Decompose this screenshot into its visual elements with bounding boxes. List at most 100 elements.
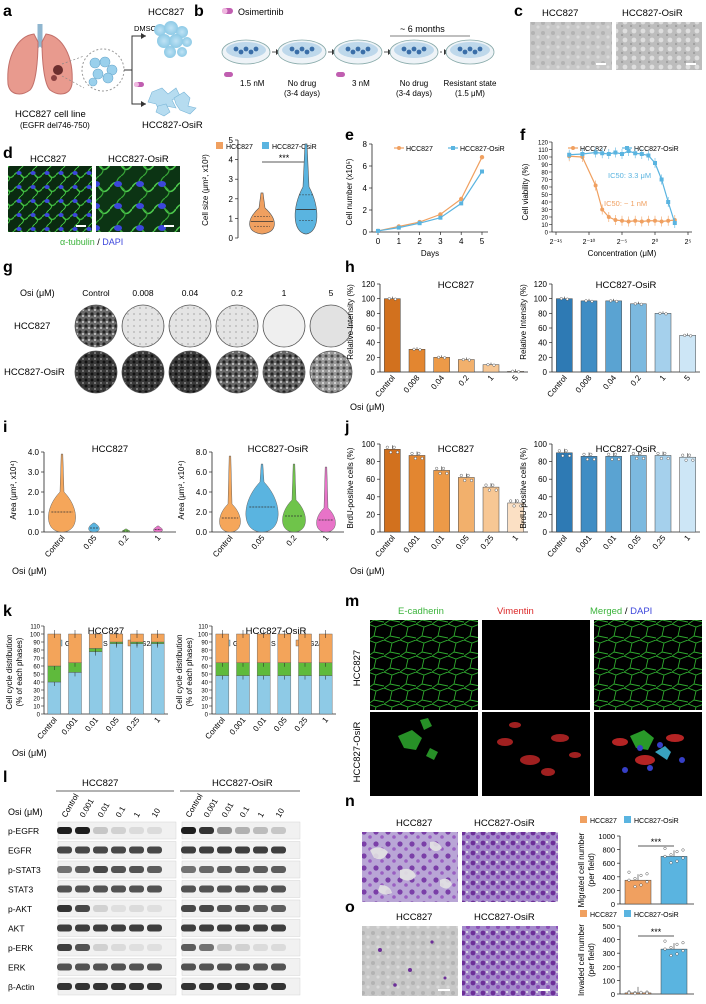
y-tick-label: 60 [541,186,548,192]
blot-band [235,963,250,971]
blot-band [181,983,196,990]
data-point [627,878,631,882]
data-point [559,297,563,301]
blot-band [93,983,108,990]
violin [249,192,275,235]
data-point [659,456,663,460]
data-point [445,471,449,475]
y-tick-label: 0 [543,528,548,537]
blot-band [181,944,196,951]
data-point [681,949,685,953]
lungs-illustration [7,24,73,95]
x-tick-label: 0.01 [601,533,618,551]
x-tick-label: 1 [682,533,692,543]
y-tick-label: 0 [205,713,209,719]
data-point [494,488,498,492]
blot-band [181,827,196,834]
osimertinib-label: Osimertinib [238,7,284,17]
blot-band [217,905,232,912]
y-tick-label: 4 [229,156,234,165]
y-tick-label: 2.0 [196,508,208,517]
y-tick-label: 0 [363,228,368,237]
x-tick-label: 0.2 [457,373,471,388]
chart-title: HCC827 [438,444,474,455]
blot-band [147,866,162,873]
data-point [376,228,380,233]
data-point [461,358,465,362]
data-point [438,471,442,475]
stacked-segment [256,633,271,663]
y-tick-label: 4.0 [196,488,208,497]
step-label: 3 nM [352,79,370,88]
blot-band [129,846,144,854]
data-point [412,347,416,351]
blot-band [75,846,90,854]
blot-band [271,866,286,873]
legend-swatch [624,816,631,823]
data-point [565,297,569,301]
band-label: p-ERK [8,943,33,953]
data-point [613,150,618,155]
column-label: 0.008 [132,288,154,298]
y-axis-label: (% of each phases) [15,637,24,706]
blot-band [199,924,214,932]
y-tick-label: 120 [362,280,376,289]
blot-band [235,866,250,873]
blot-band [253,963,268,971]
x-tick-label: 0.04 [601,373,618,391]
data-point [689,334,693,338]
legend-marker [451,146,455,150]
blot-band [217,963,232,971]
bar [482,364,500,373]
lane-label: 0.01 [96,801,112,819]
legend-swatch [580,910,587,917]
transwell-image [362,832,458,902]
data-point [659,177,664,182]
y-axis-label: BrdU-positive cells (%) [346,447,355,528]
cell-culture-circle [81,48,125,92]
panel-letter: o [345,899,355,916]
blot-band [253,866,268,873]
colony-well [215,304,259,348]
image-label: HCC827-OsiR [474,912,535,923]
data-point [633,877,637,881]
blot-band [129,924,144,932]
panel-letter: l [3,769,7,786]
panel-g: g Osi (μM) HCC827 HCC827-OsiR Control 0.0… [3,259,353,394]
legend-label: HCC827 [590,818,617,825]
column-label: 0.04 [182,288,199,298]
data-point [617,457,621,461]
panel-i: i Osi (μM) Area (μm², x10⁴) HCC827 0.0 1.0 2… [3,419,344,576]
bar [433,470,450,533]
y-tick-label: 10 [33,705,40,711]
panel-n: n HCC827 HCC827-OsiR HCC827 HCC827-OsiR 0 2… [345,793,694,909]
data-point [470,478,474,482]
y-tick-label: 100 [602,976,615,985]
data-point [684,458,688,462]
data-point [438,215,443,220]
data-point [633,885,637,889]
blot-band [93,963,108,971]
series-line [569,155,675,223]
osi-label: Osi (μM) [20,288,55,298]
chart-title: HCC827 [88,626,124,637]
step-sub-label: (3-4 days) [396,89,432,98]
blot-band [129,983,144,990]
x-tick-label: 0.008 [574,373,594,395]
blot-band [199,827,214,834]
cell-dot [238,49,244,55]
blot-band [235,924,250,932]
data-point [509,499,513,503]
blot-band [93,924,108,932]
blot-band [111,924,126,932]
data-point [681,941,685,945]
panel-a: a DMSO HCC827 cell line (EGFR del746-750… [3,3,203,131]
transwell-image [462,832,558,902]
blot-band [271,983,286,990]
stacked-segment [109,643,124,715]
hcc827-label: HCC827 [148,7,184,18]
data-point [459,196,464,202]
x-tick-label: 1 [320,715,330,725]
y-tick-label: 30 [201,689,208,695]
blot-band [253,944,268,951]
